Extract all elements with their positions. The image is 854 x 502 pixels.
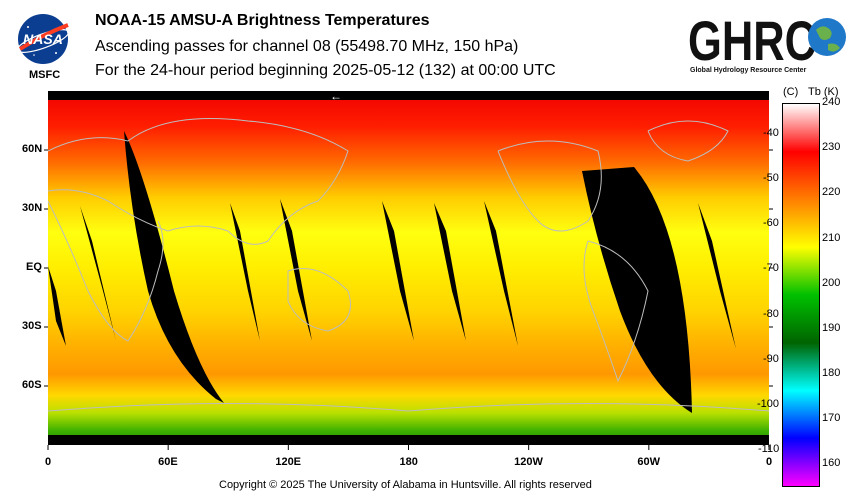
coastline	[497, 140, 602, 232]
longitude-label: 180	[399, 456, 418, 468]
swath-gap	[48, 266, 66, 346]
colorbar-kelvin-label: 230	[822, 141, 841, 154]
colorbar-celsius-header: (C)	[783, 86, 799, 98]
ghrc-tagline: Global Hydrology Resource Center	[690, 67, 807, 74]
swath-gap-large-east	[582, 167, 692, 413]
colorbar-celsius-label: -90	[763, 352, 779, 365]
swath-gap	[382, 201, 414, 341]
colorbar-kelvin-label: 170	[822, 412, 841, 425]
longitude-label: 0	[45, 456, 52, 468]
copyright: Copyright © 2025 The University of Alaba…	[219, 479, 592, 491]
coastline	[47, 200, 164, 342]
swath-gaps	[48, 131, 736, 413]
colorbar-celsius-label: -50	[763, 172, 779, 185]
swath-gap	[434, 203, 466, 341]
direction-arrow: ←	[330, 91, 342, 103]
coastline	[583, 240, 649, 383]
chart-subtitle: Ascending passes for channel 08 (55498.7…	[95, 38, 519, 55]
nasa-logo: NASA	[14, 13, 72, 65]
ghrc-logo-text: GHRC	[688, 10, 816, 72]
colorbar-kelvin-label: 180	[822, 367, 841, 380]
latitude-label: 30N	[22, 202, 43, 214]
colorbar-kelvin-label: 160	[822, 457, 841, 470]
longitude-label: 0	[766, 456, 773, 468]
colorbar-kelvin-header: Tb (K)	[808, 86, 839, 98]
coastline	[47, 403, 770, 412]
latitude-label: 60S	[22, 379, 42, 391]
period-label: For the 24-hour period beginning 2025-05…	[95, 62, 556, 79]
colorbar-celsius-label: -60	[763, 217, 779, 230]
chart-title: NOAA-15 AMSU-A Brightness Temperatures	[95, 12, 430, 29]
colorbar-celsius-label: -40	[763, 126, 779, 139]
top-no-data-band	[48, 91, 769, 100]
msfc-label: MSFC	[29, 69, 61, 81]
colorbar-celsius-label: -70	[763, 262, 779, 275]
colorbar-celsius-label: -110	[758, 443, 780, 456]
latitude-label: EQ	[26, 261, 42, 273]
bottom-no-data-band	[48, 435, 769, 445]
ghrc-logo: GHRC Global Hydrology Resource Center	[688, 9, 848, 78]
longitude-label: 60W	[637, 456, 660, 468]
brightness-temperature-map: ←	[47, 89, 770, 445]
coastline	[287, 268, 351, 332]
latitude-label: 60N	[22, 143, 43, 155]
latitude-label: 30S	[22, 320, 42, 332]
colorbar	[782, 103, 820, 487]
swath-gap	[484, 201, 518, 346]
coastlines	[47, 118, 770, 412]
colorbar-kelvin-label: 200	[822, 276, 841, 289]
longitude-label: 60E	[158, 456, 178, 468]
colorbar-celsius-label: -100	[757, 398, 780, 410]
longitude-label: 120E	[275, 456, 302, 468]
swath-gap	[230, 203, 260, 341]
colorbar-kelvin-label: 190	[822, 321, 841, 334]
swath-gap	[698, 203, 736, 349]
longitude-label: 120W	[514, 456, 543, 468]
swath-gap-large-west	[124, 131, 224, 403]
coastline	[647, 120, 729, 162]
colorbar-celsius-label: -80	[763, 307, 779, 320]
colorbar-kelvin-label: 210	[822, 231, 841, 244]
colorbar-kelvin-label: 240	[822, 96, 841, 108]
swath-gap	[280, 199, 312, 341]
coastline	[47, 118, 349, 245]
nasa-logo-text: NASA	[23, 31, 63, 47]
colorbar-kelvin-label: 220	[822, 186, 841, 199]
